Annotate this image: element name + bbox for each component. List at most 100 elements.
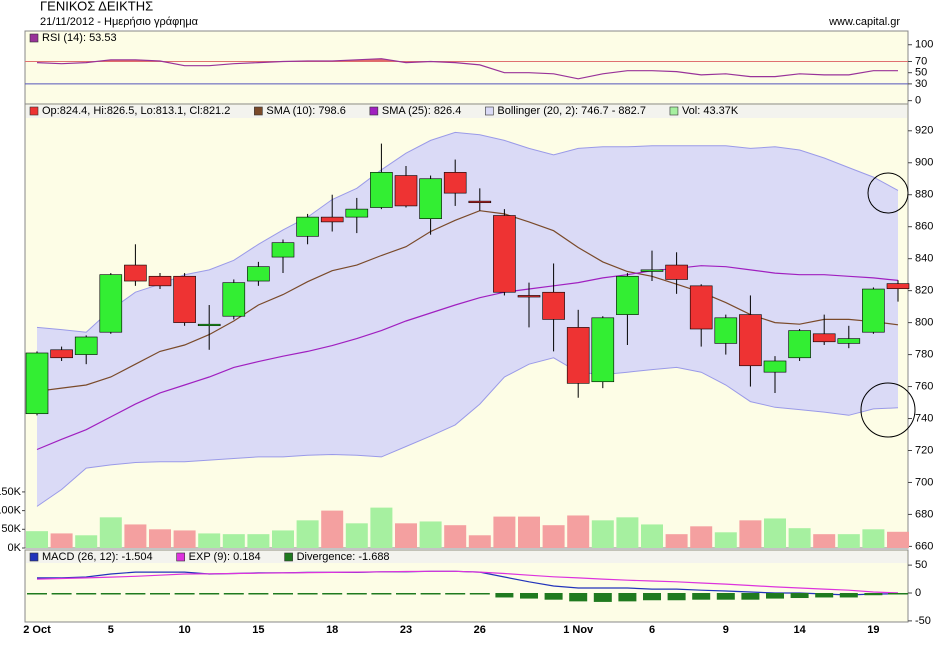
volume-bar (419, 521, 442, 548)
divergence-bar (51, 593, 72, 595)
volume-bar (321, 510, 344, 548)
x-tick-label: 2 Oct (23, 624, 51, 636)
volume-bar (198, 533, 221, 548)
candle-body (222, 282, 246, 317)
candle-body (837, 338, 861, 344)
legend-swatch (29, 106, 39, 116)
candle-body (345, 208, 369, 218)
volume-bar (468, 535, 491, 548)
chart-title: ΓΕΝΙΚΟΣ ΔΕΙΚΤΗΣ (40, 0, 153, 13)
y-tick-label: 70 (915, 55, 927, 67)
divergence-bar (248, 593, 269, 595)
candle-body (320, 216, 344, 223)
divergence-bar (839, 593, 858, 598)
x-tick-label: 18 (326, 624, 338, 636)
divergence-bar (569, 593, 588, 602)
candle-body (493, 215, 516, 293)
y-tick-label: 50 (915, 559, 927, 571)
y-tick-label: 0 (915, 587, 921, 599)
candle-body (25, 352, 49, 415)
volume-bar (887, 531, 909, 548)
legend-strip (26, 105, 907, 118)
divergence-bar (593, 593, 612, 602)
candle-body (640, 269, 664, 272)
legend-strip (26, 551, 907, 563)
divergence-bar (815, 593, 834, 598)
candle-body (739, 314, 762, 367)
legend-label: RSI (14): 53.53 (42, 32, 117, 44)
volume-bar (26, 531, 48, 548)
divergence-bar (643, 593, 661, 601)
y-tick-label: 840 (915, 253, 933, 265)
y-tick-label: 900 (915, 157, 933, 169)
divergence-bar (297, 593, 318, 595)
volume-bar (591, 520, 614, 548)
divergence-bar (544, 593, 563, 600)
volume-bar (542, 525, 565, 548)
bollinger-lower (36, 357, 899, 507)
legend-label: Bollinger (20, 2): 746.7 - 882.7 (497, 105, 646, 117)
candle-body (566, 327, 590, 384)
candle-body (197, 323, 221, 327)
candle-body (74, 336, 98, 355)
volume-bar (124, 524, 147, 548)
legend-swatch (29, 33, 39, 43)
volume-bar (813, 534, 836, 548)
y-tick-label: 720 (915, 444, 933, 456)
candle-body (419, 178, 442, 220)
volume-bar (837, 534, 860, 548)
bollinger-fill (37, 132, 898, 507)
candle-body (50, 349, 73, 359)
y-tick-label: 0 (915, 95, 921, 107)
y-tick-label: 50 (915, 67, 927, 79)
volume-bar (296, 520, 319, 548)
volume-tick-label: 50K (1, 523, 21, 535)
divergence-bar (667, 593, 686, 601)
candle-body (124, 264, 147, 282)
x-tick-label: 14 (793, 624, 806, 636)
divergence-bar (618, 593, 637, 602)
divergence-bar (766, 593, 784, 599)
legend-label: Vol: 43.37K (682, 105, 739, 117)
x-tick-label: 19 (867, 624, 879, 636)
y-tick-label: 680 (915, 508, 933, 520)
y-tick-label: 740 (915, 412, 933, 424)
volume-tick-label: 100K (0, 505, 22, 517)
divergence-bar (346, 593, 367, 595)
candle-body (394, 175, 418, 207)
candle-body (689, 285, 713, 330)
y-tick-label: 920 (915, 125, 933, 137)
divergence-bar (888, 593, 908, 595)
candle-body (886, 283, 910, 290)
candle-body (271, 242, 295, 258)
candle-body (517, 295, 541, 298)
legend-label: Divergence: -1.688 (297, 551, 390, 563)
divergence-bar (864, 593, 883, 596)
y-tick-label: 860 (915, 221, 933, 233)
divergence-bar (100, 593, 121, 595)
legend-label: SMA (25): 826.4 (382, 105, 462, 117)
divergence-bar (396, 593, 416, 595)
candle-body (99, 274, 123, 333)
divergence-bar (273, 593, 293, 595)
volume-bar (862, 529, 885, 548)
volume-bar (739, 520, 762, 548)
chart-subtitle: 21/11/2012 - Ημερήσιο γράφημα (40, 16, 199, 28)
y-tick-label: 820 (915, 285, 933, 297)
volume-bar (444, 525, 467, 548)
series-line (36, 570, 899, 594)
divergence-bar (199, 593, 220, 595)
legend-swatch (369, 106, 379, 116)
candle-body (714, 317, 738, 344)
volume-bar (50, 533, 73, 548)
series-line (36, 58, 898, 80)
candle-body (542, 291, 565, 320)
y-tick-label: 760 (915, 380, 933, 392)
volume-bar (272, 530, 294, 548)
y-tick-label: 30 (915, 78, 927, 90)
y-tick-label: 700 (915, 476, 933, 488)
candle-body (591, 317, 615, 383)
volume-bar (173, 530, 196, 548)
candle-body (763, 360, 787, 373)
x-tick-label: 15 (252, 624, 264, 636)
